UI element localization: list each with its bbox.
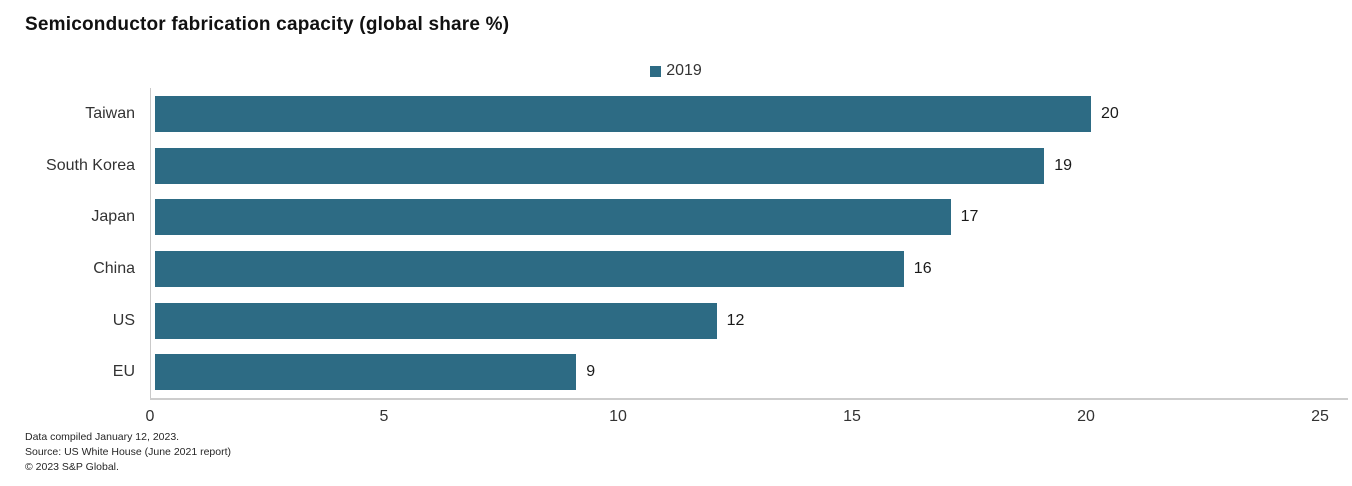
- footer-copyright: © 2023 S&P Global.: [25, 461, 119, 473]
- bar-taiwan: [155, 95, 1091, 132]
- footer: Data compiled January 12, 2023. Source: …: [0, 430, 1352, 475]
- bar-china: [155, 250, 904, 287]
- bar-south-korea: [155, 147, 1045, 184]
- plot-box: 20 19 17 16 12 9: [150, 88, 1348, 400]
- category-label-us: US: [112, 311, 135, 329]
- value-label-taiwan: 20: [1101, 104, 1119, 122]
- category-label-south-korea: South Korea: [46, 156, 135, 174]
- category-label-china: China: [93, 259, 135, 277]
- y-axis-labels: Taiwan South Korea Japan China US EU: [0, 88, 150, 398]
- chart-title: Semiconductor fabrication capacity (glob…: [25, 14, 510, 35]
- bar-row-china: 16: [151, 243, 1321, 295]
- legend: 2019: [0, 62, 1352, 80]
- bar-eu: [155, 354, 577, 391]
- bar-row-japan: 17: [151, 191, 1321, 243]
- value-label-south-korea: 19: [1054, 156, 1072, 174]
- bar-row-us: 12: [151, 295, 1321, 347]
- x-tick-20: 20: [1077, 408, 1095, 425]
- legend-swatch-icon: [650, 65, 662, 77]
- x-tick-15: 15: [843, 408, 861, 425]
- value-label-china: 16: [913, 259, 932, 277]
- x-tick-25: 25: [1311, 408, 1329, 425]
- bar-row-taiwan: 20: [151, 88, 1321, 140]
- plot-area: Taiwan South Korea Japan China US EU 20 19 17 16…: [0, 88, 1352, 400]
- value-label-japan: 17: [960, 208, 979, 226]
- footer-compiled-date: Data compiled January 12, 2023.: [25, 431, 180, 443]
- category-label-taiwan: Taiwan: [85, 104, 135, 122]
- bar-japan: [155, 199, 951, 236]
- x-tick-0: 0: [145, 408, 155, 425]
- x-tick-5: 5: [379, 408, 389, 425]
- footer-source: Source: US White House (June 2021 report…: [25, 446, 232, 458]
- category-label-eu: EU: [112, 363, 135, 381]
- value-label-us: 12: [726, 311, 745, 329]
- x-axis-ticks: 0 5 10 15 20 25: [146, 398, 1329, 428]
- bar-us: [155, 302, 717, 339]
- category-label-japan: Japan: [91, 208, 135, 226]
- bar-row-south-korea: 19: [151, 140, 1321, 192]
- x-tick-10: 10: [609, 408, 627, 425]
- legend-label: 2019: [666, 62, 702, 79]
- x-axis-line: [150, 398, 1348, 400]
- bar-row-eu: 9: [151, 346, 1321, 398]
- value-label-eu: 9: [586, 363, 596, 381]
